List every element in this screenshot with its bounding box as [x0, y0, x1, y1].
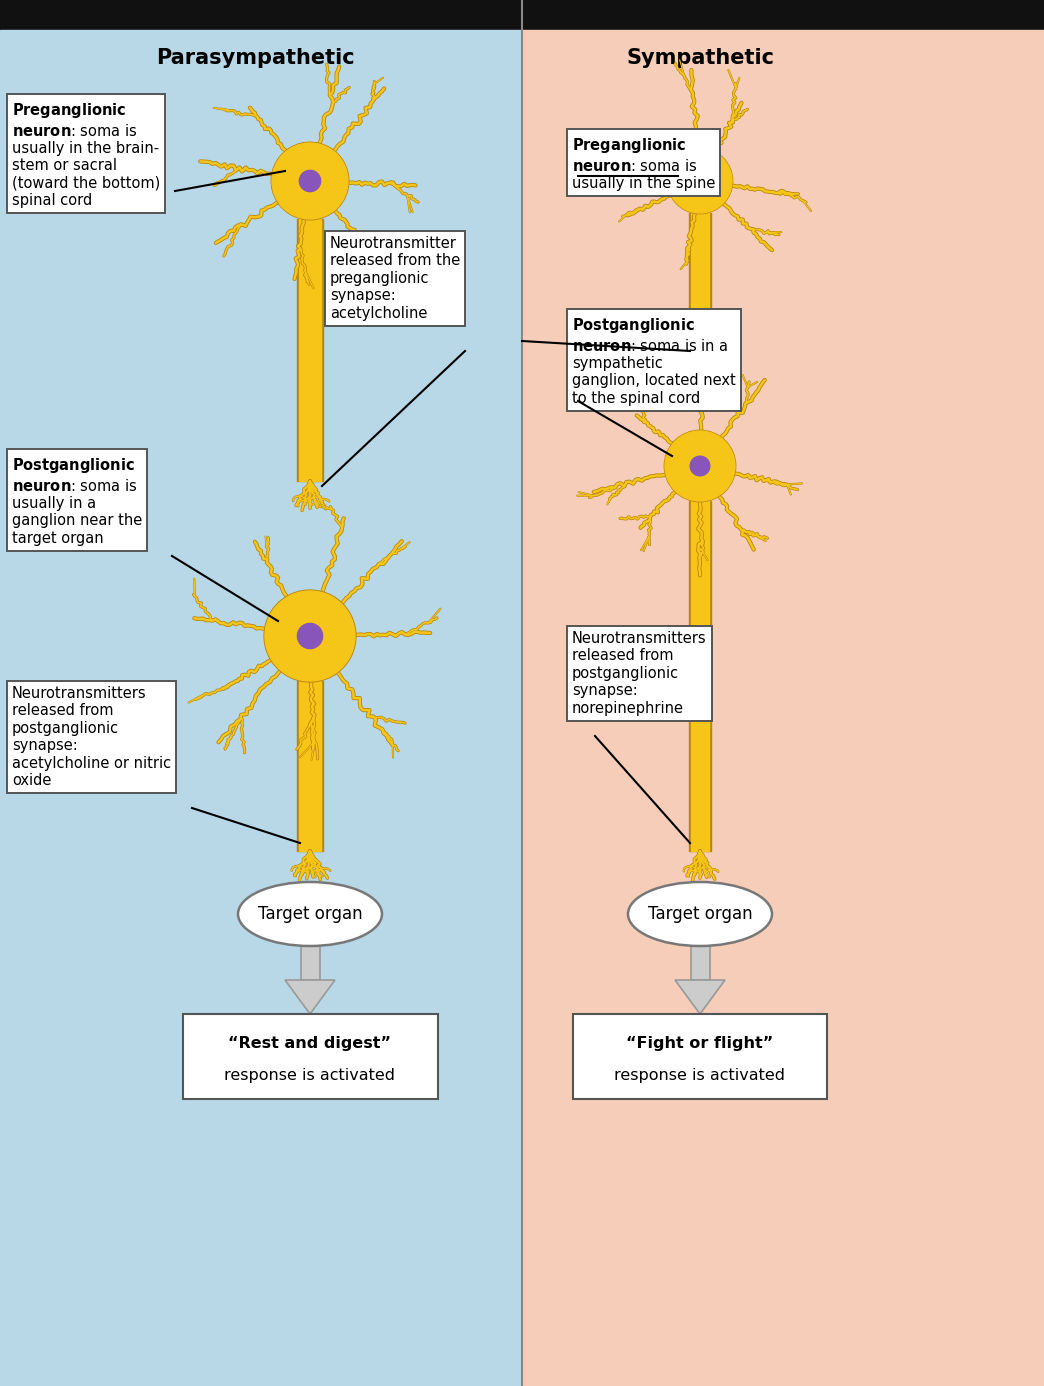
Polygon shape — [675, 980, 725, 1015]
Bar — [690, 947, 710, 980]
Text: response is activated: response is activated — [615, 1067, 785, 1082]
Bar — [299, 219, 321, 481]
Text: $\bf{Postganglionic}$
$\bf{neuron}$: soma is
usually in a
ganglion near the
targ: $\bf{Postganglionic}$ $\bf{neuron}$: som… — [11, 456, 142, 546]
Circle shape — [668, 150, 732, 213]
Circle shape — [691, 172, 709, 190]
Circle shape — [271, 143, 349, 220]
Text: Target organ: Target organ — [258, 905, 362, 923]
Circle shape — [665, 431, 735, 500]
Bar — [0, 30, 522, 1386]
Text: Neurotransmitters
released from
postganglionic
synapse:
norepinephrine: Neurotransmitters released from postgang… — [572, 631, 707, 715]
Bar — [522, 30, 1044, 1386]
Bar — [689, 500, 711, 851]
Bar — [183, 1015, 437, 1099]
Bar — [298, 219, 323, 481]
Bar — [691, 213, 709, 346]
Ellipse shape — [238, 881, 382, 947]
Bar — [572, 1015, 828, 1099]
Circle shape — [272, 143, 348, 219]
Bar — [299, 681, 321, 851]
Text: Target organ: Target organ — [647, 905, 753, 923]
Bar — [301, 947, 319, 980]
Text: Neurotransmitter
released from the
preganglionic
synapse:
acetylcholine: Neurotransmitter released from the prega… — [330, 236, 460, 320]
Text: Parasympathetic: Parasympathetic — [156, 49, 354, 68]
Bar — [691, 500, 709, 851]
Bar — [689, 213, 711, 346]
Text: “Fight or flight”: “Fight or flight” — [626, 1037, 774, 1051]
Circle shape — [664, 430, 736, 502]
Text: Sympathetic: Sympathetic — [626, 49, 774, 68]
Text: “Rest and digest”: “Rest and digest” — [229, 1037, 392, 1051]
Circle shape — [690, 456, 710, 475]
Circle shape — [667, 148, 733, 213]
Circle shape — [264, 590, 356, 682]
Bar — [298, 681, 323, 851]
Polygon shape — [285, 980, 335, 1015]
Circle shape — [298, 624, 323, 649]
Circle shape — [300, 170, 321, 191]
Text: response is activated: response is activated — [224, 1067, 396, 1082]
Text: $\bf{Preganglionic}$
$\bf{neuron}$: soma is
usually in the brain-
stem or sacral: $\bf{Preganglionic}$ $\bf{neuron}$: soma… — [11, 101, 160, 208]
Text: $\bf{Preganglionic}$
$\bf{neuron}$: soma is
usually in the spine: $\bf{Preganglionic}$ $\bf{neuron}$: soma… — [572, 136, 715, 191]
Ellipse shape — [628, 881, 772, 947]
Text: Neurotransmitters
released from
postganglionic
synapse:
acetylcholine or nitric
: Neurotransmitters released from postgang… — [11, 686, 171, 789]
Bar — [0, 0, 1044, 30]
Text: $\bf{Postganglionic}$
$\bf{neuron}$: soma is in a
sympathetic
ganglion, located : $\bf{Postganglionic}$ $\bf{neuron}$: som… — [572, 316, 736, 406]
Circle shape — [265, 590, 355, 681]
